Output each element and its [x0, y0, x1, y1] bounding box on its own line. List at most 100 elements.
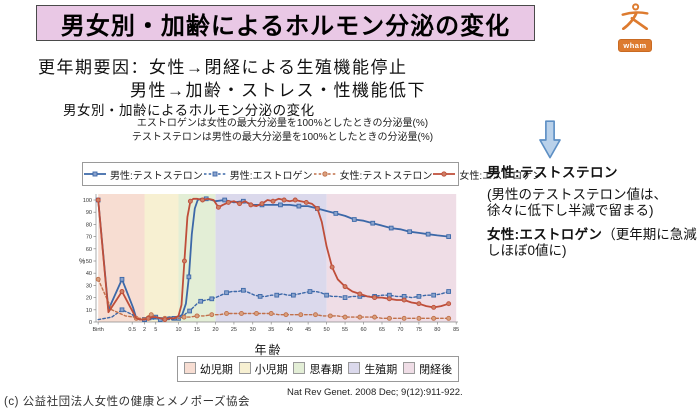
series-legend-label: 男性:エストロゲン — [229, 170, 313, 182]
data-point — [119, 276, 125, 282]
chart-subtitle-line-1: エストロゲンは女性の最大分泌量を100%としたときの分泌量(%) — [136, 118, 429, 129]
data-point — [119, 289, 125, 294]
data-point — [372, 295, 378, 301]
data-point — [119, 307, 125, 313]
data-point — [401, 297, 407, 303]
series-legend-item: 女性:テストステロン — [313, 167, 433, 182]
slide-title-text: 男女別・加齢によるホルモン分泌の変化 — [60, 12, 511, 40]
side-panel-body-female: （更年期に急減しほぼ0値に) — [487, 227, 697, 258]
x-tick-label: 60 — [360, 327, 366, 333]
data-point — [416, 315, 422, 321]
data-point — [253, 311, 259, 316]
data-point — [425, 231, 431, 237]
intro-line-2: 男性→加齢・ストレス・性機能低下 — [130, 81, 426, 100]
data-point — [225, 199, 231, 205]
data-point — [342, 314, 348, 320]
y-tick-label: 60 — [86, 247, 92, 253]
data-point — [270, 198, 276, 204]
data-point — [257, 294, 263, 299]
data-point — [351, 217, 357, 222]
data-point — [313, 312, 318, 318]
x-tick-label: 35 — [268, 327, 274, 333]
data-point — [274, 292, 280, 298]
period-legend-swatch — [238, 362, 251, 374]
x-tick-label: 5 — [154, 327, 157, 333]
data-point — [431, 292, 437, 298]
side-panel-heading-female: 女性:エストロゲン — [487, 227, 603, 242]
y-tick-label: 30 — [86, 283, 92, 289]
period-legend-label: 閉経後 — [419, 364, 453, 376]
data-point — [95, 276, 101, 282]
copyright: (c) 公益社団法人女性の健康とメノポーズ協会 — [4, 396, 251, 408]
series-legend: 男性:テストステロン 男性:エストロゲン 女性:テストステロン 女性:エストロゲン — [82, 162, 542, 186]
y-tick-label: 10 — [86, 308, 92, 314]
series-legend-item: 女性:エストロゲン — [432, 167, 542, 182]
y-tick-label: 90 — [86, 210, 92, 216]
x-tick-label: 70 — [397, 327, 403, 333]
data-point — [224, 290, 229, 296]
data-point — [200, 197, 205, 203]
data-point — [148, 312, 154, 318]
side-panel-body-male: (男性のテストステロン値は、徐々に低下し半減で留まる) — [487, 187, 667, 218]
data-point — [240, 287, 246, 293]
x-tick-label: 20 — [212, 327, 218, 333]
data-point — [248, 202, 254, 208]
series-legend-label: 女性:テストステロン — [339, 170, 433, 182]
data-point — [386, 315, 392, 321]
x-tick-label: 50 — [324, 327, 330, 333]
data-point — [370, 220, 376, 226]
data-point — [303, 199, 309, 205]
data-point — [181, 258, 187, 264]
data-point — [278, 202, 283, 208]
data-point — [215, 204, 221, 210]
data-point — [333, 211, 339, 216]
x-tick-label: 25 — [231, 327, 237, 333]
y-tick-label: 20 — [86, 296, 92, 302]
period-legend-item: 思春期 — [293, 361, 342, 377]
data-point — [145, 315, 151, 321]
data-point — [298, 312, 304, 318]
side-panel-heading-male: 男性:テストステロン — [487, 165, 618, 180]
data-point — [292, 197, 298, 203]
data-point — [296, 203, 302, 209]
series-legend-item: 男性:テストステロン — [83, 167, 203, 182]
x-tick-label: 2 — [143, 327, 146, 333]
x-tick-label: 85 — [453, 327, 459, 333]
data-point — [357, 314, 363, 320]
chart-heading: 男女別・加齢によるホルモン分泌の変化 — [63, 103, 315, 118]
y-tick-label: 40 — [86, 271, 92, 277]
x-tick-label: 30 — [250, 327, 256, 333]
period-legend-item: 生殖期 — [348, 361, 397, 377]
data-point — [329, 264, 335, 270]
x-tick-label: 80 — [434, 327, 440, 333]
x-tick-label: 45 — [305, 327, 311, 333]
data-point — [307, 289, 313, 294]
data-point — [209, 312, 215, 318]
data-point — [187, 308, 192, 314]
data-point — [407, 229, 413, 235]
period-legend-item: 幼児期 — [183, 361, 233, 377]
data-point — [281, 197, 287, 203]
data-point — [314, 206, 320, 211]
zone-band — [98, 194, 145, 322]
slide-title: 男女別・加齢によるホルモン分泌の変化 — [36, 5, 535, 41]
data-point — [162, 317, 168, 323]
period-legend-item: 小児期 — [238, 361, 288, 377]
x-tick-label: 15 — [194, 327, 200, 333]
period-legend-swatch — [293, 362, 306, 374]
citation: Nat Rev Genet. 2008 Dec; 9(12):911-922. — [287, 387, 463, 398]
data-point — [95, 197, 101, 203]
period-legend-label: 思春期 — [309, 364, 343, 376]
data-point — [198, 298, 204, 304]
data-point — [222, 197, 228, 203]
data-point — [283, 312, 289, 318]
data-point — [259, 201, 265, 207]
data-point — [386, 296, 392, 302]
x-tick-label: 55 — [342, 327, 348, 333]
data-point — [446, 234, 452, 239]
data-point — [186, 274, 192, 280]
x-tick-label: 40 — [287, 327, 293, 333]
period-legend-label: 小児期 — [254, 364, 288, 376]
x-axis-label: 年齢 — [254, 343, 283, 357]
x-tick-label: 0.5 — [128, 327, 136, 333]
